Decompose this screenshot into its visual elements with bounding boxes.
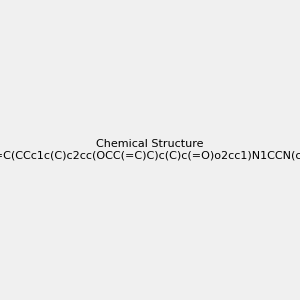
- Text: Chemical Structure
O=C(CCc1c(C)c2cc(OCC(=C)C)c(C)c(=O)o2cc1)N1CCN(c2c: Chemical Structure O=C(CCc1c(C)c2cc(OCC(…: [0, 139, 300, 161]
